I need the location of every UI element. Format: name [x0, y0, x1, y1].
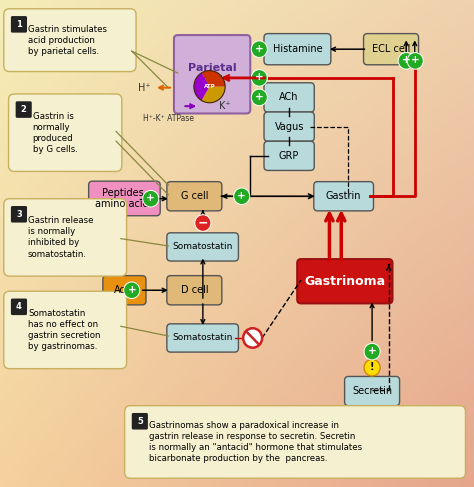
Text: K⁺: K⁺: [219, 101, 231, 111]
Text: +: +: [146, 193, 155, 203]
Text: Somatostatin: Somatostatin: [173, 334, 233, 342]
Text: +: +: [402, 56, 410, 65]
FancyBboxPatch shape: [167, 276, 222, 305]
Wedge shape: [201, 87, 225, 103]
FancyBboxPatch shape: [132, 413, 148, 430]
Text: Parietal
cell: Parietal cell: [188, 63, 237, 85]
FancyBboxPatch shape: [264, 141, 314, 170]
Text: ECL cell: ECL cell: [372, 44, 410, 54]
Text: Vagus: Vagus: [274, 122, 304, 131]
FancyBboxPatch shape: [174, 35, 250, 113]
FancyBboxPatch shape: [103, 276, 146, 305]
Text: 5: 5: [137, 417, 143, 426]
FancyBboxPatch shape: [89, 181, 160, 216]
FancyBboxPatch shape: [264, 34, 331, 65]
Circle shape: [251, 41, 267, 57]
Text: GRP: GRP: [279, 151, 299, 161]
Text: 4: 4: [16, 302, 22, 311]
Circle shape: [407, 53, 423, 69]
FancyBboxPatch shape: [167, 233, 238, 261]
Text: Secretin: Secretin: [352, 386, 392, 396]
Wedge shape: [194, 73, 210, 101]
Text: Gastrinoma: Gastrinoma: [304, 275, 385, 288]
Text: Gastrin release
is normally
inhibited by
somatostatin.: Gastrin release is normally inhibited by…: [28, 216, 93, 259]
Circle shape: [243, 328, 262, 348]
Circle shape: [251, 70, 267, 86]
Text: !: !: [370, 362, 374, 372]
Text: −: −: [198, 217, 208, 229]
FancyBboxPatch shape: [167, 324, 238, 352]
Text: ATP: ATP: [204, 84, 215, 89]
Text: ACh: ACh: [279, 93, 299, 102]
FancyBboxPatch shape: [345, 376, 400, 406]
Text: Somatostatin
has no effect on
gastrin secretion
by gastrinomas.: Somatostatin has no effect on gastrin se…: [28, 309, 100, 351]
Text: 2: 2: [21, 105, 27, 114]
Wedge shape: [201, 71, 225, 87]
Text: Acid: Acid: [114, 285, 135, 295]
FancyBboxPatch shape: [297, 259, 392, 303]
Circle shape: [364, 343, 380, 360]
Text: G cell: G cell: [181, 191, 208, 201]
Text: +: +: [411, 56, 419, 65]
FancyBboxPatch shape: [4, 291, 127, 369]
FancyBboxPatch shape: [11, 16, 27, 33]
FancyBboxPatch shape: [4, 199, 127, 276]
Text: +: +: [128, 285, 136, 295]
Circle shape: [398, 53, 414, 69]
Text: Somatostatin: Somatostatin: [173, 243, 233, 251]
Text: +: +: [237, 191, 246, 201]
Text: Histamine: Histamine: [273, 44, 322, 54]
Circle shape: [251, 89, 267, 106]
Text: +: +: [255, 73, 264, 82]
FancyBboxPatch shape: [11, 299, 27, 315]
FancyBboxPatch shape: [264, 112, 314, 141]
FancyBboxPatch shape: [9, 94, 122, 171]
Text: Gastrin: Gastrin: [326, 191, 361, 201]
FancyBboxPatch shape: [314, 182, 374, 211]
Circle shape: [364, 359, 380, 376]
FancyBboxPatch shape: [4, 9, 136, 72]
Text: +: +: [368, 346, 376, 356]
Text: H⁺-K⁺ ATPase: H⁺-K⁺ ATPase: [143, 114, 194, 123]
FancyBboxPatch shape: [11, 206, 27, 223]
Circle shape: [143, 190, 159, 207]
Circle shape: [234, 188, 250, 205]
FancyBboxPatch shape: [264, 83, 314, 112]
FancyBboxPatch shape: [16, 101, 32, 118]
Text: H⁺: H⁺: [138, 83, 151, 93]
FancyBboxPatch shape: [364, 34, 419, 65]
Text: Gastrinomas show a paradoxical increase in
gastrin release in response to secret: Gastrinomas show a paradoxical increase …: [149, 421, 362, 463]
Text: +: +: [255, 92, 264, 102]
Text: Gastrin is
normally
produced
by G cells.: Gastrin is normally produced by G cells.: [33, 112, 78, 154]
Text: 3: 3: [16, 210, 22, 219]
Text: +: +: [255, 44, 264, 54]
Circle shape: [195, 215, 211, 231]
Circle shape: [124, 282, 140, 299]
Text: Peptides,
amino acids: Peptides, amino acids: [95, 187, 154, 209]
Text: Gastrin stimulates
acid production
by parietal cells.: Gastrin stimulates acid production by pa…: [28, 24, 107, 56]
FancyBboxPatch shape: [125, 406, 465, 478]
Text: D cell: D cell: [181, 285, 208, 295]
Text: 1: 1: [16, 20, 22, 29]
FancyBboxPatch shape: [167, 182, 222, 211]
